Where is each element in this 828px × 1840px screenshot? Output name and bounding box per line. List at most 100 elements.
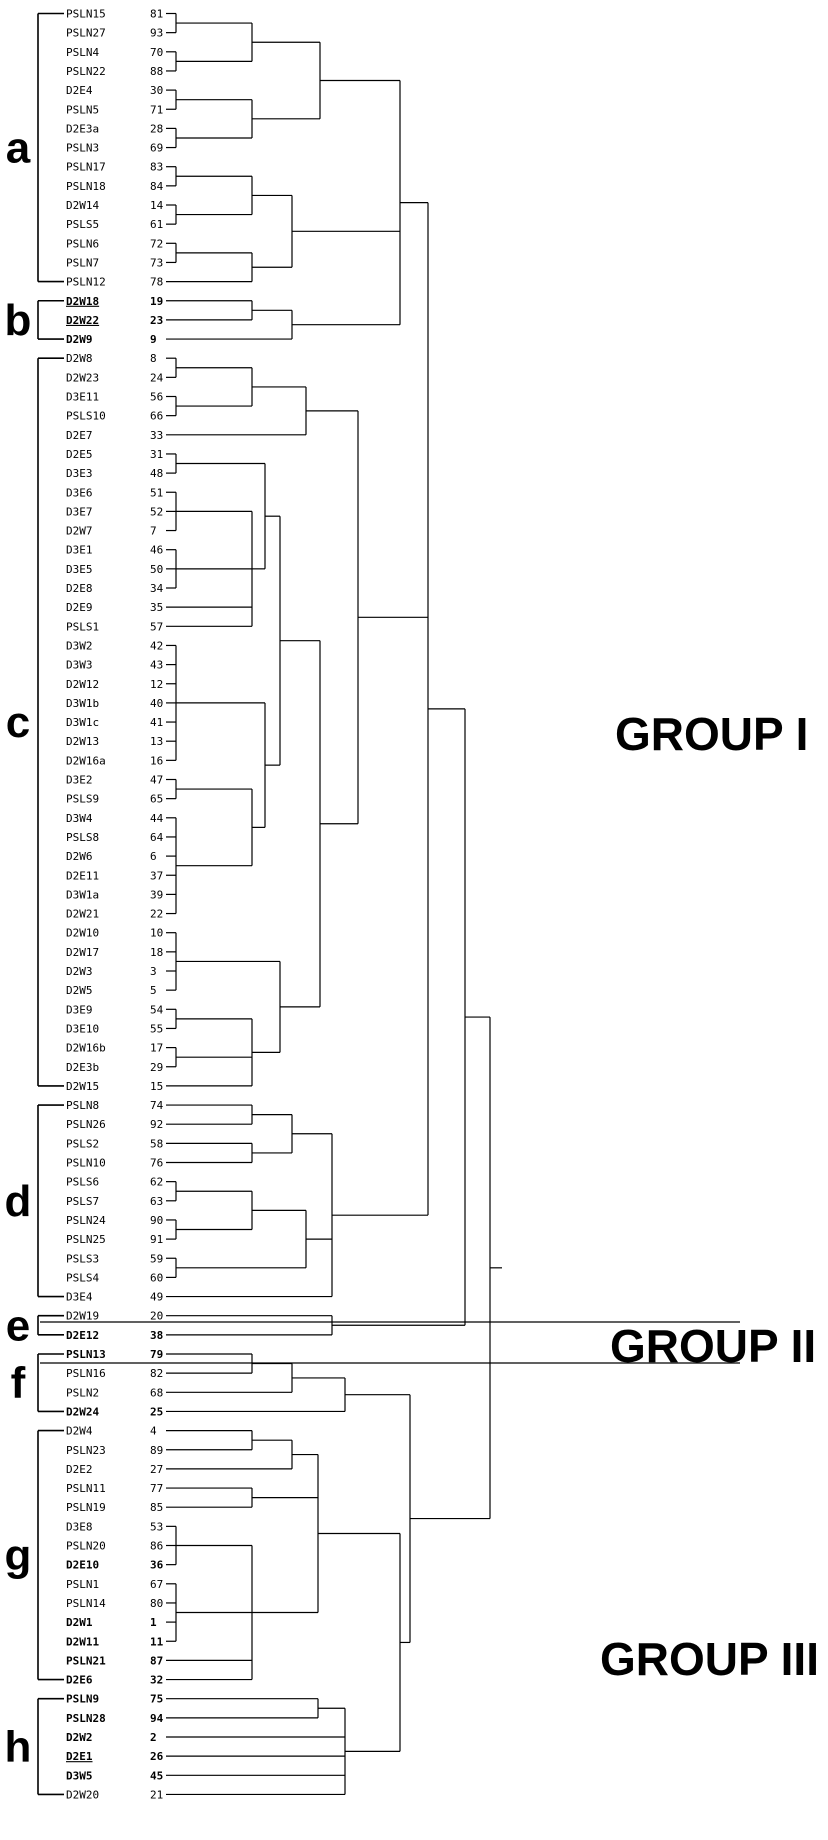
leaf-label: D3E4 [66,1291,93,1304]
leaf-id: 40 [150,697,163,710]
leaf-label: PSLS2 [66,1137,99,1150]
cluster-letter: g [5,1531,32,1580]
leaf-label: PSLN4 [66,46,99,59]
leaf-label: PSLS4 [66,1271,99,1284]
leaf-label: D2W15 [66,1080,99,1093]
leaf-id: 77 [150,1482,163,1495]
leaf-id: 87 [150,1654,163,1667]
leaf-id: 3 [150,965,157,978]
leaf-label: PSLN2 [66,1386,99,1399]
leaf-id: 47 [150,774,163,787]
leaf-label: PSLN7 [66,256,99,269]
leaf-label: PSLS10 [66,410,106,423]
leaf-label: D2W10 [66,927,99,940]
leaf-id: 36 [150,1559,164,1572]
leaf-id: 22 [150,908,163,921]
leaf-label: D2W5 [66,984,93,997]
leaf-id: 38 [150,1329,163,1342]
leaf-label: D3W5 [66,1769,93,1782]
leaf-id: 14 [150,199,164,212]
leaf-label: PSLS5 [66,218,99,231]
leaf-label: D3W1c [66,716,99,729]
leaf-id: 79 [150,1348,163,1361]
leaf-id: 16 [150,754,163,767]
leaf-id: 69 [150,142,163,155]
leaf-id: 45 [150,1769,163,1782]
leaf-label: D3W1b [66,697,99,710]
leaf-label: D2W9 [66,333,93,346]
leaf-id: 20 [150,1310,163,1323]
leaf-label: PSLN14 [66,1597,106,1610]
leaf-id: 90 [150,1214,163,1227]
leaf-label: PSLN26 [66,1118,106,1131]
leaf-label: D2W12 [66,678,99,691]
leaf-label: PSLN16 [66,1367,106,1380]
leaf-id: 56 [150,391,163,404]
leaf-label: PSLN10 [66,1157,106,1170]
leaf-id: 6 [150,850,157,863]
cluster-letter: d [5,1177,32,1226]
leaf-label: PSLN11 [66,1482,106,1495]
leaf-label: D2W7 [66,525,93,538]
leaf-id: 9 [150,333,157,346]
cluster-letter: b [5,296,32,345]
leaf-id: 11 [150,1635,164,1648]
leaf-id: 37 [150,869,163,882]
leaf-label: D2E7 [66,429,93,442]
leaf-label: D2W4 [66,1425,93,1438]
leaf-label: PSLN25 [66,1233,106,1246]
cluster-letter: f [11,1359,26,1408]
leaf-label: PSLN18 [66,180,106,193]
leaf-label: D3E5 [66,563,93,576]
leaf-id: 91 [150,1233,163,1246]
leaf-label: D3E6 [66,486,93,499]
cluster-letter: a [6,124,31,173]
leaf-id: 42 [150,639,163,652]
leaf-id: 58 [150,1137,163,1150]
leaf-label: D2W19 [66,1310,99,1323]
leaf-label: D2E11 [66,869,99,882]
leaf-label: D2E4 [66,84,93,97]
leaf-label: D2E3a [66,122,99,135]
leaf-id: 41 [150,716,163,729]
cluster-letter: c [6,698,30,747]
leaf-id: 46 [150,544,163,557]
leaf-id: 61 [150,218,163,231]
leaf-id: 92 [150,1118,163,1131]
leaf-id: 4 [150,1425,157,1438]
leaf-id: 19 [150,295,163,308]
leaf-label: D2W16a [66,754,106,767]
leaf-id: 7 [150,525,157,538]
leaf-id: 18 [150,946,163,959]
cluster-letter: e [6,1301,30,1350]
cluster-brackets: a b c d ef g h [5,12,64,1796]
leaf-label: D3E1 [66,544,93,557]
leaf-id: 31 [150,448,163,461]
leaf-id: 93 [150,27,163,40]
leaf-label: D2W8 [66,352,93,365]
leaf-label: PSLN1 [66,1578,99,1591]
leaf-label: D2W6 [66,850,93,863]
leaf-id: 15 [150,1080,163,1093]
leaf-label: PSLS8 [66,831,99,844]
leaf-label: D2W20 [66,1788,99,1801]
leaf-id: 86 [150,1540,163,1553]
group-label-3: GROUP III [600,1633,819,1685]
leaf-label: D3E10 [66,1022,99,1035]
leaf-id: 54 [150,1003,164,1016]
leaf-label: D2E12 [66,1329,99,1342]
leaf-id: 1 [150,1616,157,1629]
leaf-id: 64 [150,831,164,844]
group-label-2: GROUP II [610,1320,816,1372]
leaf-id: 62 [150,1176,163,1189]
leaf-label: D3W4 [66,812,93,825]
leaf-label: PSLN15 [66,8,106,21]
leaf-label: D3W1a [66,888,99,901]
leaf-id: 65 [150,793,163,806]
leaf-id: 68 [150,1386,163,1399]
leaf-id: 66 [150,410,163,423]
leaf-id: 13 [150,735,163,748]
leaf-id: 48 [150,467,163,480]
